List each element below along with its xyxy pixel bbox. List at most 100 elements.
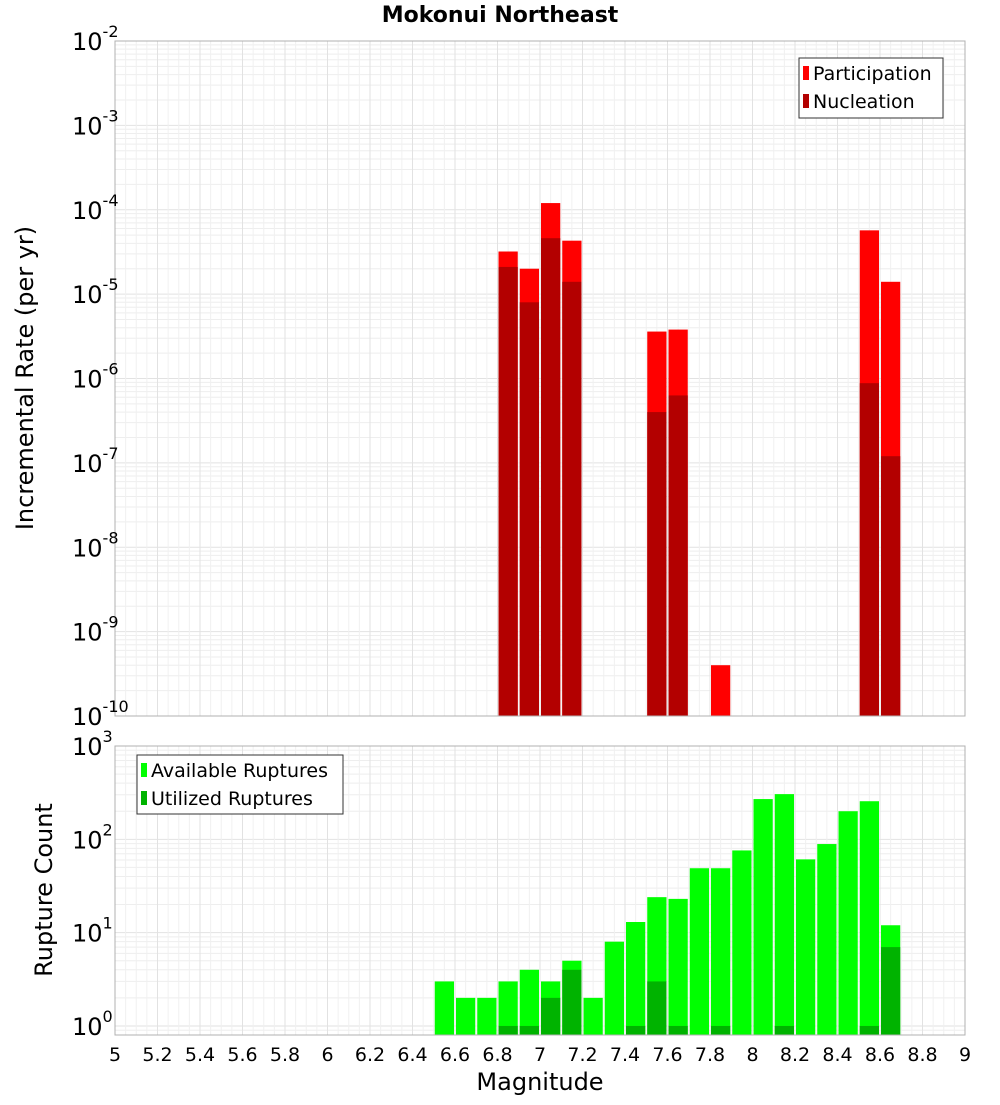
y-tick-exponent: 3 [103, 727, 113, 746]
bar [498, 981, 518, 1035]
legend-label: Available Ruptures [151, 760, 328, 782]
bar [604, 941, 624, 1035]
bar [859, 1025, 879, 1035]
bar [838, 811, 858, 1035]
series-nucleation [498, 238, 901, 716]
legend-swatch [803, 94, 809, 108]
bar [647, 412, 667, 716]
x-tick-label: 6.2 [355, 1044, 385, 1066]
y-tick-label: 101 [72, 914, 113, 948]
bar [668, 898, 688, 1035]
bar [519, 1025, 539, 1035]
plot-frame [114, 745, 966, 1036]
bar [689, 868, 709, 1035]
bar [668, 1025, 688, 1035]
x-tick-label: 5 [109, 1044, 121, 1066]
x-tick-label: 8.2 [780, 1044, 810, 1066]
legend-box [798, 57, 944, 119]
y-tick-exponent: -2 [103, 22, 119, 41]
y-axis-label: Incremental Rate (per yr) [11, 226, 39, 530]
y-tick-label: 100 [72, 1007, 113, 1041]
y-axis-label: Rupture Count [30, 803, 58, 977]
bar [647, 981, 667, 1035]
bar [774, 794, 794, 1035]
bar [774, 1025, 794, 1035]
y-tick-base: 10 [72, 619, 103, 647]
bar [881, 456, 901, 716]
y-tick-base: 10 [72, 534, 103, 562]
y-tick-base: 10 [72, 450, 103, 478]
y-tick-exponent: -5 [103, 275, 119, 294]
y-tick-exponent: -6 [103, 360, 119, 379]
bar [817, 844, 837, 1035]
y-tick-label: 10-4 [72, 191, 119, 225]
y-tick-label: 102 [72, 820, 113, 854]
y-tick-base: 10 [72, 281, 103, 309]
x-tick-label: 7.2 [567, 1044, 597, 1066]
bar [541, 238, 561, 716]
y-tick-exponent: 1 [103, 914, 113, 933]
bar [562, 281, 582, 716]
y-tick-label: 10-8 [72, 528, 119, 562]
bar [562, 969, 582, 1035]
y-tick-exponent: -8 [103, 528, 119, 547]
y-tick-base: 10 [72, 28, 103, 56]
x-tick-label: 5.2 [142, 1044, 172, 1066]
bar [859, 801, 879, 1035]
x-tick-label: 6.6 [440, 1044, 470, 1066]
y-tick-label: 10-7 [72, 444, 119, 478]
legend-label: Participation [813, 63, 932, 85]
y-tick-base: 10 [72, 1013, 103, 1041]
x-tick-label: 6 [321, 1044, 333, 1066]
x-tick-label: 8.6 [865, 1044, 895, 1066]
y-tick-label: 10-9 [72, 613, 119, 647]
bar [732, 850, 752, 1035]
y-tick-base: 10 [72, 703, 103, 731]
y-tick-exponent: 2 [103, 820, 113, 839]
y-tick-label: 103 [72, 727, 113, 761]
legend-swatch [803, 66, 809, 80]
bar [881, 947, 901, 1035]
bar [668, 395, 688, 716]
y-tick-base: 10 [72, 733, 103, 761]
y-tick-label: 10-6 [72, 360, 119, 394]
x-tick-label: 7.8 [695, 1044, 725, 1066]
bar [477, 997, 497, 1035]
y-tick-exponent: 0 [103, 1007, 113, 1026]
y-tick-exponent: -10 [103, 697, 129, 716]
x-tick-label: 6.8 [482, 1044, 512, 1066]
bar [711, 1025, 731, 1035]
x-tick-label: 5.6 [227, 1044, 257, 1066]
y-tick-exponent: -3 [103, 106, 119, 125]
y-tick-exponent: -9 [103, 613, 119, 632]
legend: Participation Nucleation [798, 57, 944, 119]
legend-swatch [141, 791, 147, 805]
x-tick-label: 7 [534, 1044, 546, 1066]
legend-swatch [141, 763, 147, 777]
chart-panel-1: 10-1010-910-810-710-610-510-410-310-2Inc… [11, 3, 966, 731]
y-tick-exponent: -4 [103, 191, 119, 210]
bar [753, 799, 773, 1035]
y-tick-label: 10-2 [72, 22, 119, 56]
bar [498, 1025, 518, 1035]
bar [711, 868, 731, 1035]
bar [583, 997, 603, 1035]
bar [541, 997, 561, 1035]
y-tick-label: 10-3 [72, 106, 119, 140]
bar [796, 859, 816, 1035]
bar [456, 997, 476, 1035]
y-tick-label: 10-10 [72, 697, 129, 731]
bar [434, 981, 454, 1035]
x-tick-label: 8.8 [907, 1044, 937, 1066]
bar [859, 383, 879, 716]
x-axis-label: Magnitude [476, 1068, 603, 1096]
y-tick-base: 10 [72, 366, 103, 394]
legend-label: Utilized Ruptures [151, 788, 313, 810]
x-tick-label: 8 [746, 1044, 758, 1066]
x-tick-label: 8.4 [822, 1044, 852, 1066]
x-tick-label: 7.4 [610, 1044, 640, 1066]
legend-label: Nucleation [813, 91, 915, 113]
